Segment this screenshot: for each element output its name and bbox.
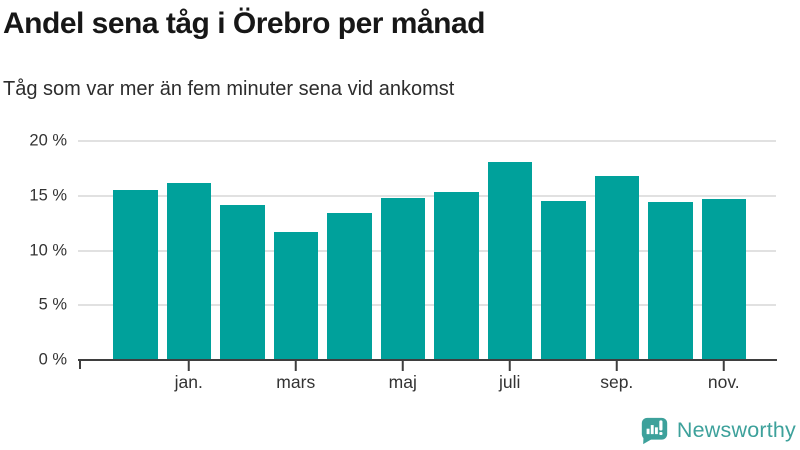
bar-cell-juli: juli: [487, 141, 532, 392]
chart-title: Andel sena tåg i Örebro per månad: [3, 7, 485, 40]
chart-subtitle: Tåg som var mer än fem minuter sena vid …: [3, 78, 455, 100]
x-axis-tick-jan: [187, 361, 190, 371]
bar-cell-aug: [541, 141, 586, 360]
x-axis-tick-nov: [722, 361, 725, 371]
bar-cell-okt: [648, 141, 693, 360]
x-axis-start-tick: [78, 360, 81, 369]
y-axis-tick-label: 5 %: [38, 295, 67, 314]
x-axis-tick-label-maj: maj: [388, 372, 417, 392]
x-axis-tick-juli: [508, 361, 511, 371]
gridline-5: [78, 304, 776, 307]
bar-cell-dec: [113, 141, 158, 360]
x-axis-tick-label-mars: mars: [276, 372, 316, 392]
gridline-10: [78, 249, 776, 252]
gridline-15: [78, 194, 776, 197]
plot-area: jan. mars maj juli sep. nov.: [78, 140, 776, 392]
bar-april: [327, 213, 372, 360]
bar-okt: [648, 202, 693, 360]
bar-dec: [113, 190, 158, 360]
gridlines-layer: [78, 140, 776, 360]
bar-cell-nov: nov.: [701, 141, 746, 392]
bar-maj: [380, 197, 425, 360]
bar-aug: [541, 201, 586, 360]
bar-cell-juni: [434, 141, 479, 360]
bar-sep: [594, 176, 639, 360]
newsworthy-bubble-barchart-icon: [640, 416, 669, 445]
bars-row: jan. mars maj juli sep. nov.: [78, 141, 776, 392]
y-axis-tick-label: 20 %: [29, 131, 67, 150]
bar-jan: [166, 182, 211, 360]
y-axis-tick-label: 0 %: [38, 350, 67, 369]
x-axis-tick-mars: [294, 361, 297, 371]
bar-juli: [487, 161, 532, 360]
bar-cell-maj: maj: [380, 141, 425, 392]
x-axis-tick-label-nov: nov.: [707, 372, 740, 392]
bar-cell-feb: [220, 141, 265, 360]
bar-cell-mars: mars: [273, 141, 318, 392]
gridline-20: [78, 140, 776, 142]
x-axis-line: [78, 358, 777, 361]
x-axis-tick-label-sep: sep.: [600, 372, 634, 392]
newsworthy-logo: Newsworthy: [640, 416, 796, 445]
y-axis-tick-label: 15 %: [29, 186, 67, 205]
newsworthy-logo-text: Newsworthy: [676, 418, 796, 442]
bar-feb: [220, 204, 265, 360]
x-axis-tick-maj: [401, 361, 404, 371]
x-axis-tick-label-juli: juli: [499, 372, 521, 392]
x-axis-tick-sep: [615, 361, 618, 371]
bar-cell-jan: jan.: [166, 141, 211, 392]
y-axis-labels: 0 % 5 % 10 % 15 % 20 %: [0, 132, 67, 369]
y-axis-tick-label: 10 %: [29, 241, 67, 259]
bar-nov: [701, 199, 746, 360]
bar-juni: [434, 192, 479, 360]
x-axis-tick-label-jan: jan.: [174, 372, 203, 392]
bar-cell-sep: sep.: [594, 141, 639, 392]
bar-cell-april: [327, 141, 372, 360]
bar-mars: [273, 231, 318, 360]
